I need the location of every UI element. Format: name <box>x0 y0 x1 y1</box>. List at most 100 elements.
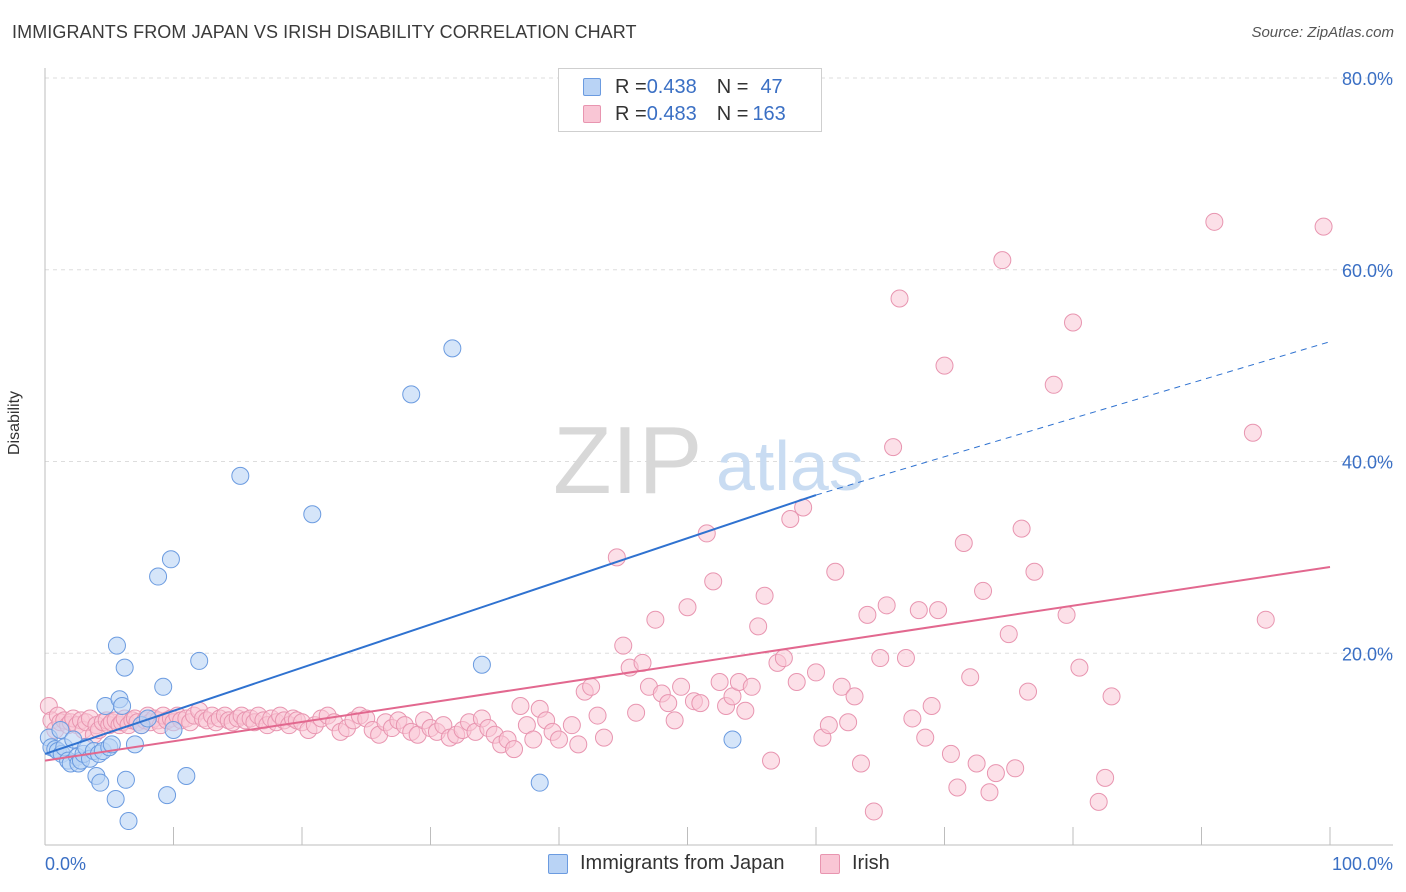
irish-point <box>903 709 922 728</box>
legend-n-label: N = <box>716 102 749 125</box>
irish-point <box>1025 562 1044 581</box>
irish-point <box>826 562 845 581</box>
irish-point <box>839 713 858 732</box>
irish-point <box>845 687 864 706</box>
irish-point <box>1070 658 1089 677</box>
japan-point <box>177 766 196 785</box>
irish-point <box>954 533 973 552</box>
irish-point <box>1089 792 1108 811</box>
legend-r-value-japan: 0.438 <box>646 75 697 98</box>
irish-point <box>562 716 581 735</box>
irish-point <box>627 703 646 722</box>
legend-swatch-japan <box>583 78 601 96</box>
legend-r-value-irish: 0.483 <box>646 102 697 125</box>
irish-point <box>569 735 588 754</box>
irish-point <box>922 696 941 715</box>
bottom-legend-japan: Immigrants from Japan <box>548 852 785 875</box>
irish-point <box>582 677 601 696</box>
irish-point <box>697 524 716 543</box>
irish-point <box>890 289 909 308</box>
watermark-zip: ZIP <box>553 407 702 514</box>
irish-point <box>967 754 986 773</box>
japan-point <box>119 812 138 831</box>
irish-point <box>1096 768 1115 787</box>
irish-point <box>672 677 691 696</box>
irish-point <box>948 778 967 797</box>
irish-point <box>884 438 903 457</box>
bottom-legend-swatch-japan <box>548 853 568 874</box>
japan-point <box>154 677 173 696</box>
irish-point <box>935 356 954 375</box>
irish-point <box>1064 313 1082 332</box>
legend-row-irish: R = 0.483 N = 163 <box>583 102 786 126</box>
irish-point <box>974 581 993 600</box>
bottom-legend-label-irish: Irish <box>852 852 890 874</box>
irish-series-points <box>39 212 1333 821</box>
irish-point <box>807 663 825 682</box>
bottom-legend-swatch-irish <box>820 853 840 874</box>
japan-point <box>303 505 322 524</box>
x-tick-label: 100.0% <box>1332 854 1393 874</box>
y-tick-label: 80.0% <box>1342 69 1393 89</box>
irish-point <box>1006 759 1025 778</box>
japan-trend-extension <box>815 341 1331 496</box>
irish-point <box>505 740 524 759</box>
irish-point <box>961 668 980 687</box>
irish-point <box>646 610 665 629</box>
irish-point <box>550 730 568 749</box>
japan-point <box>102 735 121 754</box>
irish-point <box>742 677 761 696</box>
irish-point <box>864 802 883 821</box>
japan-point <box>91 773 110 792</box>
watermark: ZIP atlas <box>553 407 864 514</box>
irish-point <box>1256 610 1275 629</box>
irish-point <box>980 783 999 802</box>
irish-point <box>1012 519 1031 538</box>
japan-point <box>190 651 209 670</box>
irish-point <box>909 601 928 620</box>
bottom-legend-irish: Irish <box>820 852 890 875</box>
irish-point <box>588 706 607 725</box>
irish-point <box>986 764 1005 783</box>
irish-point <box>1019 682 1038 701</box>
chart-title: IMMIGRANTS FROM JAPAN VS IRISH DISABILIT… <box>12 22 637 42</box>
y-tick-label: 20.0% <box>1342 644 1393 664</box>
irish-point <box>1205 212 1224 231</box>
irish-point <box>594 728 613 747</box>
legend-n-value-japan: 47 <box>760 75 783 98</box>
irish-point <box>993 251 1012 270</box>
irish-point <box>999 625 1018 644</box>
legend-row-japan: R = 0.438 N = 47 <box>583 75 783 99</box>
x-tick-label: 0.0% <box>45 854 86 874</box>
irish-point <box>896 649 915 668</box>
legend-r-label: R = <box>615 75 647 98</box>
bottom-legend-label-japan: Immigrants from Japan <box>580 852 785 874</box>
japan-point <box>106 789 125 808</box>
irish-point <box>736 701 755 720</box>
irish-point <box>1057 605 1076 624</box>
irish-point <box>749 617 768 636</box>
japan-point <box>51 720 70 739</box>
japan-point <box>149 567 168 586</box>
irish-point <box>511 696 530 715</box>
legend-r-label: R = <box>615 102 647 125</box>
legend-swatch-irish <box>583 105 601 123</box>
irish-point <box>871 649 890 668</box>
grid-layer <box>45 77 1393 654</box>
irish-point <box>819 716 838 735</box>
japan-point <box>116 770 135 789</box>
irish-point <box>678 598 697 617</box>
irish-point <box>710 673 729 692</box>
japan-trend-line <box>44 494 817 755</box>
japan-point <box>231 466 250 485</box>
japan-point <box>125 735 144 754</box>
japan-point <box>113 696 132 715</box>
irish-point <box>787 673 806 692</box>
japan-point <box>107 636 126 655</box>
irish-point <box>614 636 633 655</box>
japan-point <box>161 550 180 569</box>
irish-point <box>858 605 877 624</box>
tick-labels: 20.0% 40.0% 60.0% 80.0% 0.0% 100.0% <box>45 69 1393 874</box>
y-tick-label: 40.0% <box>1342 453 1393 473</box>
